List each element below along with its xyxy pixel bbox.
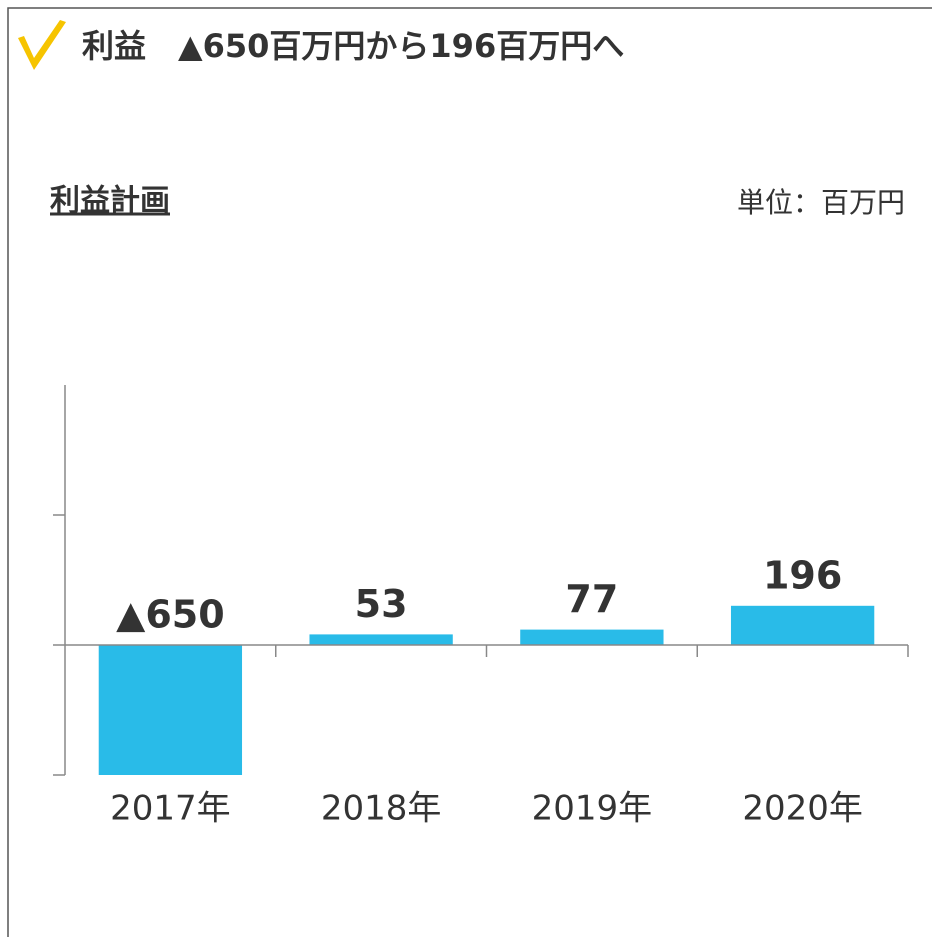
value-label: 77 <box>565 577 618 621</box>
x-tick-label: 2017年 <box>110 789 231 829</box>
x-tick-label: 2019年 <box>532 789 653 829</box>
frame <box>7 7 932 937</box>
bar <box>309 634 453 645</box>
value-label: 53 <box>355 582 408 626</box>
x-tick-label: 2020年 <box>742 789 863 829</box>
subtitle: 利益計画 <box>50 184 170 219</box>
bar <box>98 645 243 775</box>
unit-label: 単位：百万円 <box>737 186 905 219</box>
chart-title: 利益 ▲650百万円から196百万円へ <box>82 27 624 65</box>
bar <box>730 605 875 645</box>
x-tick-label: 2018年 <box>321 789 442 829</box>
bar <box>520 629 664 645</box>
check-icon <box>18 20 66 70</box>
value-label: ▲650 <box>116 593 225 637</box>
value-label: 196 <box>763 553 842 597</box>
